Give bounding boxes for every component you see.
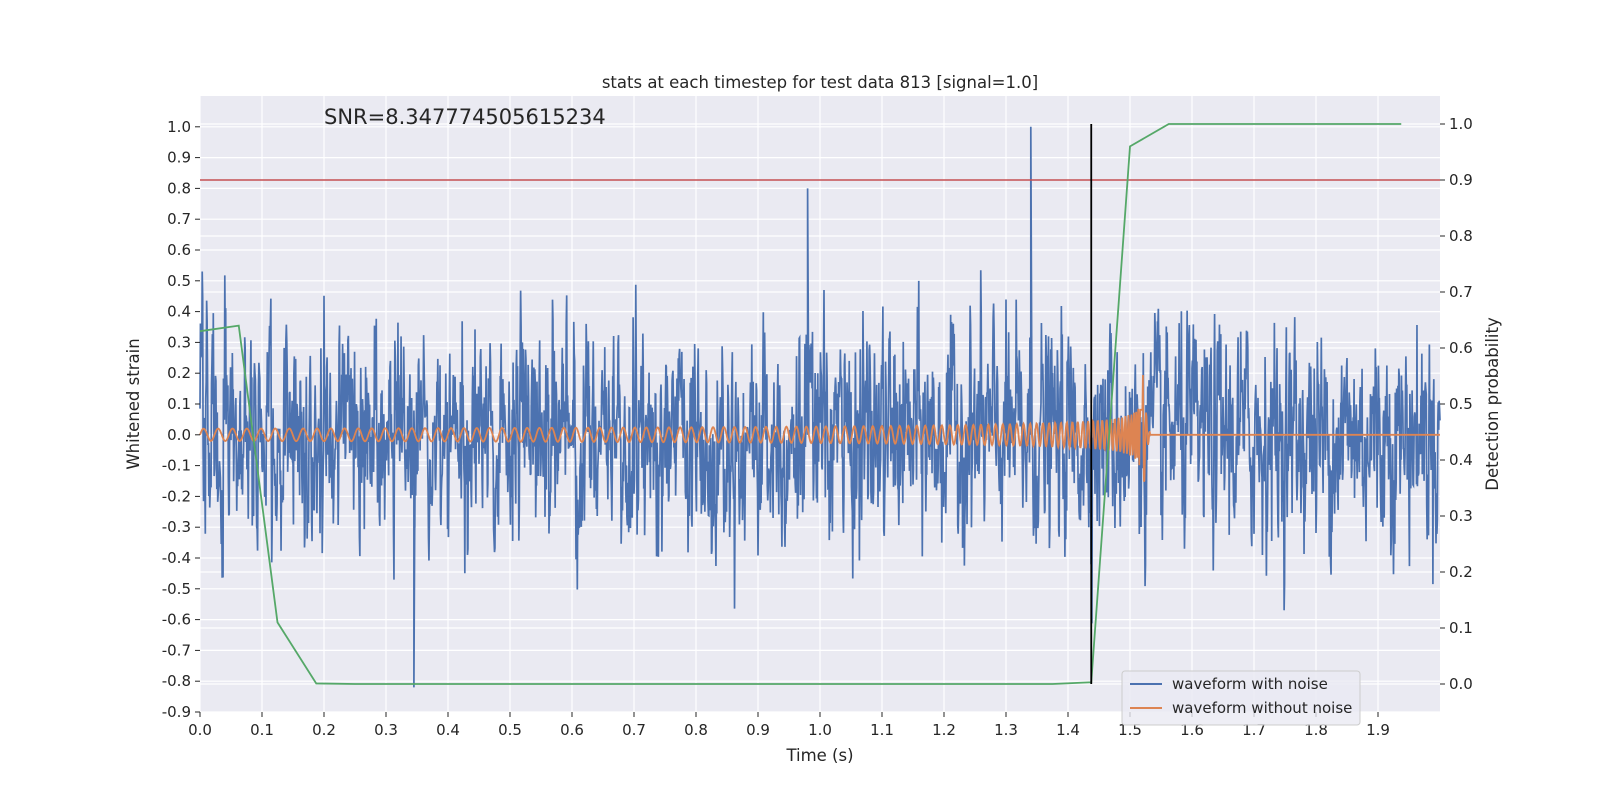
y-tick-label: 0.6: [167, 241, 191, 259]
snr-annotation: SNR=8.347774505615234: [324, 105, 606, 129]
x-tick-label: 1.3: [994, 721, 1018, 739]
y-tick-label: -0.4: [162, 549, 191, 567]
y-tick-label: 0.3: [167, 333, 191, 351]
y-tick-label: -0.9: [162, 703, 191, 721]
y-tick-label: -0.1: [162, 457, 191, 475]
y-right-tick-label: 0.5: [1449, 395, 1473, 413]
chart-title: stats at each timestep for test data 813…: [602, 73, 1038, 92]
y-tick-label: 0.5: [167, 272, 191, 290]
y-right-tick-label: 0.7: [1449, 283, 1473, 301]
x-tick-label: 1.0: [808, 721, 832, 739]
y-tick-label: 0.7: [167, 210, 191, 228]
y-tick-label: 0.8: [167, 179, 191, 197]
x-tick-label: 1.1: [870, 721, 894, 739]
y-tick-label: -0.3: [162, 518, 191, 536]
x-tick-label: 0.7: [622, 721, 646, 739]
y-tick-label: -0.2: [162, 487, 191, 505]
y-right-tick-label: 0.9: [1449, 171, 1473, 189]
x-axis-label: Time (s): [785, 746, 853, 765]
y-tick-label: -0.6: [162, 611, 191, 629]
y-tick-label: 0.9: [167, 149, 191, 167]
y-right-axis-label: Detection probability: [1483, 317, 1502, 491]
x-tick-label: 1.2: [932, 721, 956, 739]
y-axis-ticks: 1.0 0.9 0.8 0.7 0.6 0.5 0.4 0.3 0.2 0.1 0.0 -0.1 -0.…: [162, 118, 200, 721]
y-tick-label: 0.1: [167, 395, 191, 413]
y-right-tick-label: 0.8: [1449, 227, 1473, 245]
x-tick-label: 0.0: [188, 721, 212, 739]
y-axis-label: Whitened strain: [124, 338, 143, 469]
x-tick-label: 0.8: [684, 721, 708, 739]
x-tick-label: 1.9: [1366, 721, 1390, 739]
x-tick-label: 0.2: [312, 721, 336, 739]
series-layer: [199, 123, 1441, 688]
legend-label-noise: waveform with noise: [1172, 675, 1328, 693]
x-tick-label: 0.9: [746, 721, 770, 739]
y-right-tick-label: 0.4: [1449, 451, 1473, 469]
x-tick-label: 0.5: [498, 721, 522, 739]
y-right-tick-label: 0.3: [1449, 507, 1473, 525]
x-tick-label: 0.6: [560, 721, 584, 739]
y-tick-label: -0.7: [162, 641, 191, 659]
y-tick-label: 1.0: [167, 118, 191, 136]
y-right-axis-ticks: 1.0 0.9 0.8 0.7 0.6 0.5 0.4 0.3 0.2 0.1 0.0: [1440, 115, 1473, 693]
legend: waveform with noise waveform without noi…: [1121, 670, 1361, 726]
legend-label-clean: waveform without noise: [1172, 699, 1352, 717]
y-right-tick-label: 0.2: [1449, 563, 1473, 581]
x-tick-label: 1.4: [1056, 721, 1080, 739]
y-tick-label: -0.8: [162, 672, 191, 690]
legend-frame: [1121, 670, 1361, 726]
y-tick-label: -0.5: [162, 580, 191, 598]
y-tick-label: 0.0: [167, 426, 191, 444]
y-right-tick-label: 1.0: [1449, 115, 1473, 133]
series-detection-probability: [199, 123, 1402, 685]
series-waveform-without-noise: [199, 375, 1440, 482]
x-tick-label: 0.4: [436, 721, 460, 739]
y-right-tick-label: 0.0: [1449, 675, 1473, 693]
y-tick-label: 0.2: [167, 364, 191, 382]
y-right-tick-label: 0.1: [1449, 619, 1473, 637]
x-tick-label: 0.3: [374, 721, 398, 739]
y-tick-label: 0.4: [167, 303, 191, 321]
series-waveform-with-noise: [199, 126, 1441, 688]
x-tick-label: 0.1: [250, 721, 274, 739]
y-right-tick-label: 0.6: [1449, 339, 1473, 357]
